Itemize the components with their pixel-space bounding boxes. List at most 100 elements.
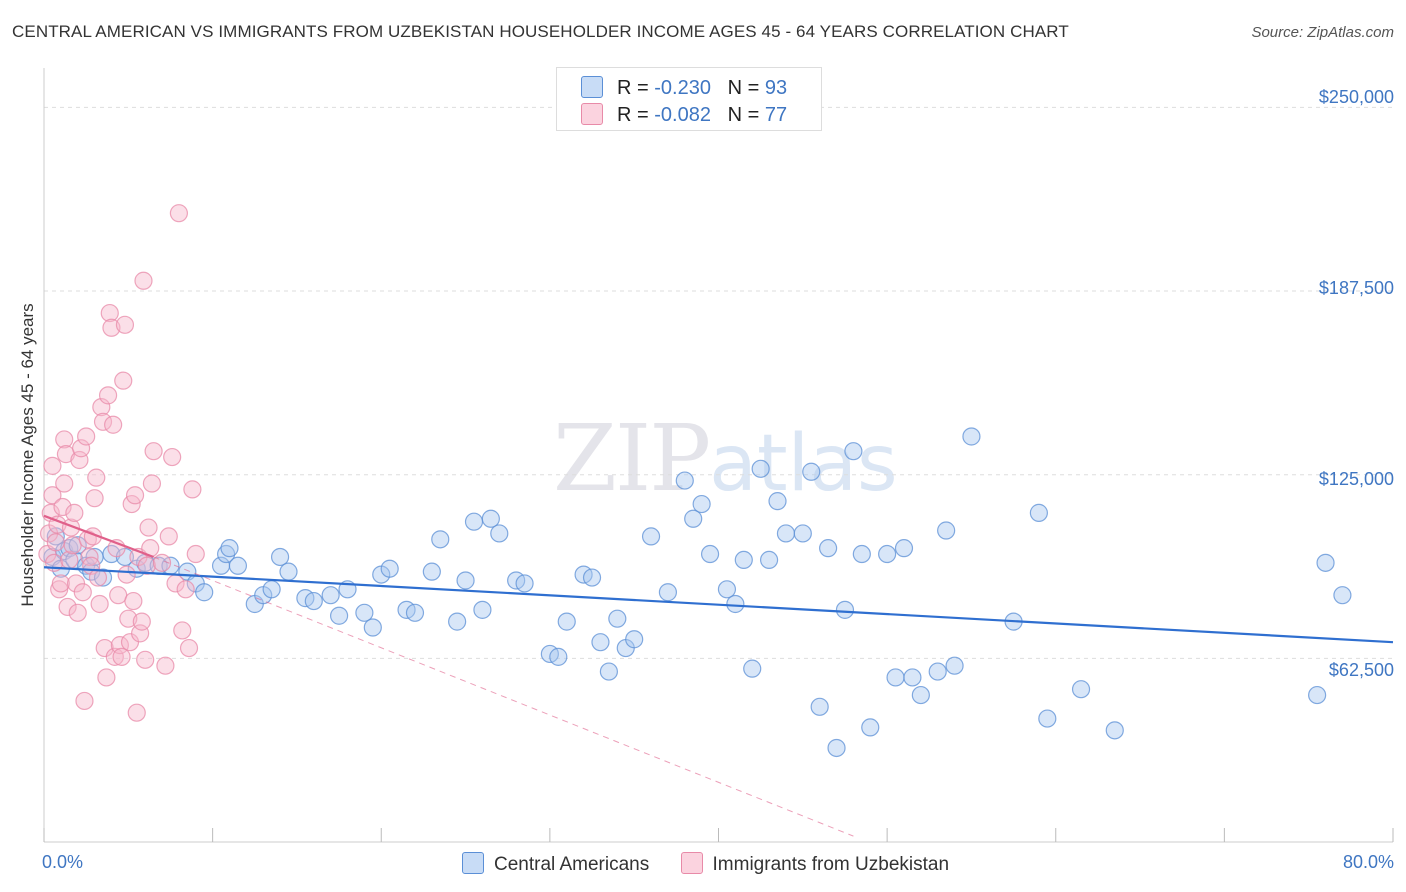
central-american-point [928, 662, 947, 681]
uzbekistan-point [88, 568, 108, 587]
central-american-point [1071, 680, 1091, 699]
central-american-point [321, 586, 340, 605]
uzbekistan-point [87, 468, 106, 487]
uzbekistan-point [179, 638, 199, 658]
uzbekistan-point [75, 691, 94, 711]
uzbekistan-point [92, 398, 111, 417]
central-american-point [262, 580, 281, 599]
central-american-point [810, 697, 829, 716]
uzbekistan-point [97, 668, 116, 687]
central-american-point [591, 633, 610, 652]
uzbekistan-point [85, 489, 104, 508]
uzbekistan-point [43, 486, 62, 505]
central-american-point [102, 544, 121, 564]
uzbekistan-point [51, 574, 70, 593]
uzbekistan-point [90, 594, 109, 614]
legend-n-label: N = [727, 77, 765, 99]
uzbekistan-point [46, 533, 65, 552]
central-american-point [894, 539, 914, 558]
legend-n-label: N = [727, 104, 765, 126]
uzbekistan-point [186, 544, 205, 564]
central-american-point [549, 647, 568, 666]
central-american-point [1029, 503, 1048, 522]
central-american-point [793, 524, 812, 543]
uzbekistan-point [43, 456, 62, 475]
central-american-point [1105, 721, 1124, 740]
uzbekistan-point [134, 271, 153, 290]
y-tick-label: $125,000 [1318, 469, 1394, 489]
watermark-zip: ZIP [553, 405, 711, 512]
central-american-point [903, 668, 922, 687]
x-tick-label-max: 80.0% [1342, 852, 1394, 872]
central-american-point [827, 738, 846, 758]
uzbekistan-point [73, 583, 92, 602]
legend-r-label: R = [617, 104, 655, 126]
central-american-point [582, 568, 602, 587]
central-american-point [599, 662, 618, 681]
uzbekistan-point [55, 474, 74, 493]
uzbekistan-point [176, 580, 195, 599]
central-american-point [734, 550, 753, 570]
y-tick-label: $187,500 [1318, 278, 1394, 298]
central-american-point [93, 568, 113, 587]
uzbekistan-point [163, 447, 182, 467]
central-american-point [962, 427, 981, 446]
central-american-point [464, 512, 484, 531]
central-american-point [886, 668, 905, 687]
uzbekistan-point [71, 439, 91, 458]
central-american-point [684, 509, 703, 528]
y-axis-label: Householder Income Ages 45 - 64 years [18, 303, 37, 607]
central-american-point [700, 544, 720, 564]
central-american-point [861, 718, 880, 737]
watermark: ZIPatlas [553, 405, 898, 512]
central-american-point [819, 539, 838, 558]
uzbekistan-point [63, 536, 82, 555]
legend-item-central-americans[interactable]: Central Americans [462, 852, 649, 876]
uzbekistan-point [119, 609, 138, 628]
central-american-point [405, 603, 425, 622]
uzbekistan-point [125, 486, 145, 505]
stats-legend: R = -0.230 N = 93 R = -0.082 N = 77 [556, 67, 822, 131]
trend-extension-line [153, 556, 854, 837]
central-american-point [1038, 709, 1057, 728]
central-american-point [195, 583, 214, 602]
central-american-point [937, 521, 956, 540]
central-american-point [270, 547, 290, 567]
uzbekistan-point [169, 204, 188, 223]
uzbekistan-point [173, 621, 192, 640]
central-american-point [355, 603, 374, 622]
y-tick-label: $62,500 [1328, 660, 1394, 680]
legend-label: Immigrants from Uzbekistan [712, 854, 950, 875]
central-american-point [279, 562, 298, 581]
legend-n-value: 77 [764, 104, 788, 126]
legend-swatch-pink [581, 103, 603, 125]
central-american-point [515, 574, 534, 593]
central-american-point [641, 527, 661, 546]
central-american-point [751, 459, 770, 478]
central-american-point [431, 530, 450, 549]
legend-item-uzbekistan[interactable]: Immigrants from Uzbekistan [680, 852, 950, 876]
central-american-point [625, 630, 644, 649]
legend-row-central-americans: R = -0.230 N = 93 [581, 76, 787, 99]
central-american-point [852, 544, 871, 564]
legend-row-uzbekistan: R = -0.082 N = 77 [581, 103, 788, 126]
uzbekistan-point [104, 415, 123, 434]
central-american-point [456, 571, 475, 590]
uzbekistan-point [102, 318, 121, 337]
central-american-point [945, 656, 964, 675]
central-american-point [1333, 586, 1352, 605]
uzbekistan-point [142, 474, 162, 493]
central-american-point [422, 562, 441, 581]
uzbekistan-trend-line [43, 514, 154, 558]
central-american-point [490, 524, 509, 543]
central-american-point [844, 442, 863, 461]
central-american-point [363, 618, 382, 637]
central-american-point [329, 606, 349, 625]
uzbekistan-point [137, 556, 156, 575]
central-american-point [1308, 685, 1327, 705]
central-american-point [481, 509, 500, 528]
uzbekistan-point [78, 530, 97, 549]
uzbekistan-point [115, 315, 135, 334]
legend-r-value: -0.230 [654, 77, 711, 99]
central-american-point [608, 609, 627, 628]
